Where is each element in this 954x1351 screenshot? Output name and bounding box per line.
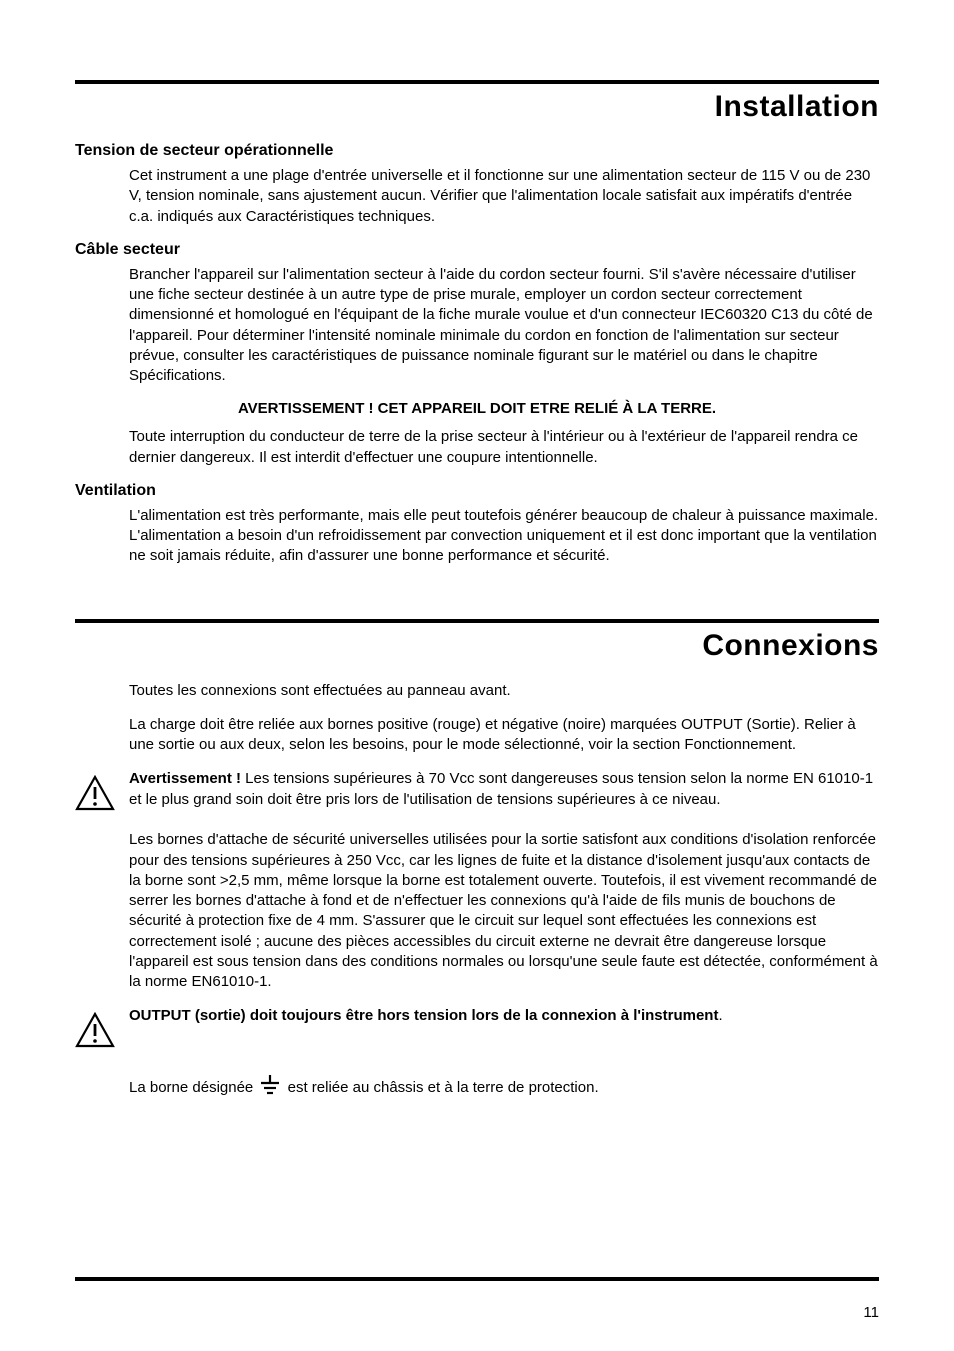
paragraph-warning-1: Avertissement ! Les tensions supérieures… bbox=[129, 769, 879, 810]
earth-ground-icon bbox=[259, 1073, 281, 1103]
warning-centered-earth: AVERTISSEMENT ! CET APPAREIL DOIT ETRE R… bbox=[75, 400, 879, 417]
subheading-ventilation: Ventilation bbox=[75, 482, 879, 500]
paragraph-tension-1: Cet instrument a une plage d'entrée univ… bbox=[129, 166, 879, 227]
section-divider-top-1 bbox=[75, 80, 879, 84]
paragraph-conn-4: La borne désignée est reliée au châssis … bbox=[129, 1073, 879, 1103]
warning-2-text: OUTPUT (sortie) doit toujours être hors … bbox=[129, 1007, 718, 1024]
subheading-cable: Câble secteur bbox=[75, 241, 879, 259]
p4-part-b: est reliée au châssis et à la terre de p… bbox=[288, 1079, 599, 1096]
warning-triangle-icon bbox=[75, 769, 129, 816]
paragraph-ventilation-1: L'alimentation est très performante, mai… bbox=[129, 506, 879, 567]
paragraph-conn-1: Toutes les connexions sont effectuées au… bbox=[129, 681, 879, 701]
p4-part-a: La borne désignée bbox=[129, 1079, 257, 1096]
section-title-connexions: Connexions bbox=[75, 629, 879, 663]
warning-lead-text: Avertissement ! bbox=[129, 770, 245, 787]
section-divider-top-2 bbox=[75, 619, 879, 623]
p3-end: . bbox=[267, 973, 271, 990]
warning-triangle-icon bbox=[75, 1006, 129, 1053]
warning-2-end: . bbox=[718, 1007, 722, 1024]
warning-row-1: Avertissement ! Les tensions supérieures… bbox=[75, 769, 879, 816]
paragraph-cable-2: Toute interruption du conducteur de terr… bbox=[129, 427, 879, 468]
section-title-installation: Installation bbox=[75, 90, 879, 124]
paragraph-warning-2: OUTPUT (sortie) doit toujours être hors … bbox=[129, 1006, 879, 1026]
subheading-tension: Tension de secteur opérationnelle bbox=[75, 142, 879, 160]
paragraph-cable-1: Brancher l'appareil sur l'alimentation s… bbox=[129, 265, 879, 387]
paragraph-conn-3: Les bornes d'attache de sécurité univers… bbox=[129, 830, 879, 992]
page-number: 11 bbox=[863, 1304, 879, 1321]
paragraph-conn-2: La charge doit être reliée aux bornes po… bbox=[129, 715, 879, 756]
warning-row-2: OUTPUT (sortie) doit toujours être hors … bbox=[75, 1006, 879, 1053]
footer-rule bbox=[75, 1277, 879, 1281]
